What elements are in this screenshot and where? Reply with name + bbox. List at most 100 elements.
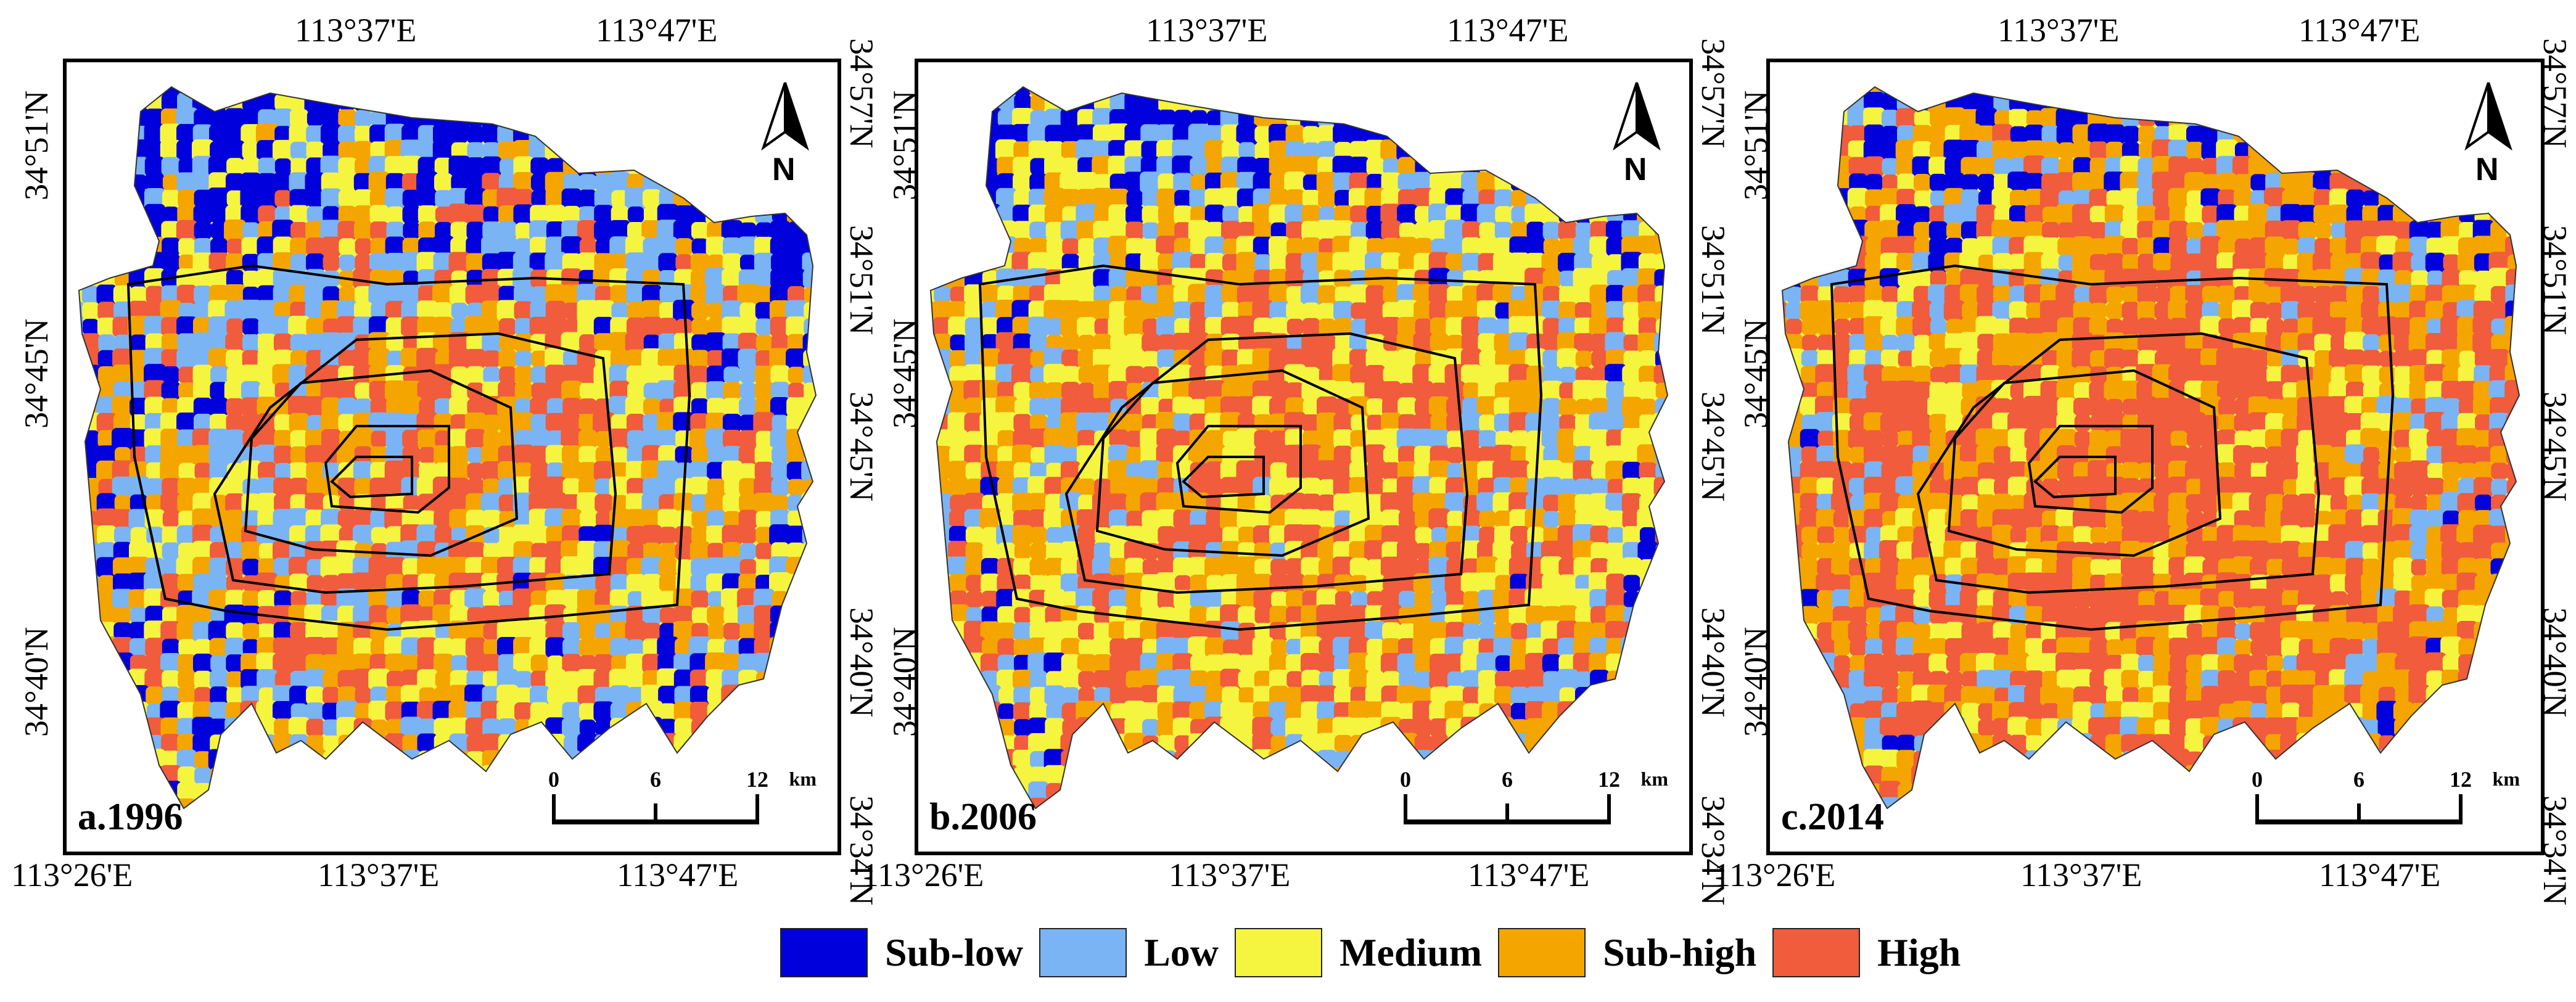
- heat-cell: [1590, 62, 1610, 80]
- heat-cell: [1237, 493, 1257, 513]
- heat-cell: [753, 652, 775, 675]
- heat-cell: [833, 476, 837, 498]
- heat-cell: [1685, 123, 1689, 146]
- heat-cell: [1476, 300, 1499, 322]
- heat-cell: [1495, 318, 1512, 335]
- heat-cell: [1156, 572, 1178, 594]
- heat-cell: [289, 637, 310, 658]
- heat-cell: [1190, 157, 1208, 176]
- heat-cell: [258, 430, 276, 448]
- heat-cell: [1543, 671, 1560, 688]
- heat-cell: [1671, 815, 1689, 832]
- heat-cell: [242, 750, 260, 769]
- heat-cell: [305, 509, 325, 529]
- heat-cell: [128, 845, 149, 852]
- heat-cell: [979, 508, 1002, 530]
- heat-cell: [1076, 733, 1097, 754]
- heat-cell: [1061, 253, 1080, 272]
- heat-cell: [1687, 205, 1689, 224]
- heat-cell: [1590, 333, 1610, 353]
- heat-cell: [290, 783, 308, 800]
- heat-cell: [162, 206, 179, 223]
- heat-cell: [1157, 782, 1177, 802]
- heat-cell: [450, 670, 469, 689]
- heat-cell: [146, 847, 164, 852]
- heat-cell: [1238, 382, 1256, 400]
- heat-cell: [932, 87, 952, 96]
- heat-cell: [1685, 572, 1689, 594]
- heat-cell: [754, 252, 775, 273]
- heat-cell: [289, 477, 309, 497]
- heat-cell: [1606, 718, 1626, 737]
- heat-cell: [1109, 654, 1128, 673]
- heat-cell: [306, 87, 324, 96]
- heat-cell: [465, 557, 486, 578]
- heat-cell: [691, 607, 709, 624]
- heat-cell: [1494, 606, 1513, 625]
- heat-cell: [1542, 87, 1562, 96]
- heat-cell: [273, 685, 294, 706]
- heat-cell: [369, 750, 389, 770]
- heat-cell: [1476, 572, 1499, 594]
- heat-cell: [707, 591, 725, 608]
- heat-cell: [1559, 687, 1576, 704]
- heat-cell: [1156, 829, 1177, 850]
- heat-cell: [210, 238, 228, 255]
- heat-cell: [545, 733, 566, 754]
- heat-cell: [706, 108, 726, 129]
- heat-cell: [593, 124, 614, 145]
- heat-cell: [1430, 333, 1449, 353]
- heat-cell: [1220, 797, 1241, 808]
- heat-cell: [1414, 141, 1433, 160]
- heat-cell: [982, 238, 999, 255]
- heat-cell: [641, 140, 662, 161]
- heat-cell: [192, 540, 214, 562]
- heat-cell: [611, 205, 629, 224]
- heat-cell: [530, 702, 549, 721]
- heat-cell: [530, 525, 549, 545]
- heat-cell: [626, 285, 646, 305]
- heat-cell: [561, 332, 583, 354]
- heat-cell: [1142, 222, 1159, 239]
- heat-cell: [82, 318, 99, 335]
- heat-cell: [754, 62, 774, 80]
- heat-cell: [1638, 381, 1658, 401]
- heat-cell: [772, 446, 789, 464]
- heat-cell: [1014, 398, 1031, 416]
- heat-cell: [1204, 557, 1225, 578]
- heat-cell: [932, 846, 953, 852]
- heat-cell: [1206, 527, 1224, 544]
- heat-cell: [1526, 718, 1545, 737]
- heat-cell: [657, 380, 679, 402]
- heat-cell: [208, 62, 229, 81]
- heat-cell: [1157, 349, 1177, 369]
- heat-cell: [1044, 156, 1065, 177]
- heat-cell: [401, 669, 422, 690]
- heat-cell: [1686, 718, 1689, 738]
- heat-cell: [1110, 703, 1127, 720]
- heat-cell: [162, 253, 180, 272]
- heat-cell: [626, 413, 646, 433]
- heat-cell: [690, 253, 710, 273]
- heat-cell: [1509, 252, 1530, 273]
- heat-cell: [499, 110, 516, 127]
- heat-cell: [371, 719, 388, 736]
- heat-cell: [707, 446, 725, 464]
- heat-cell: [1012, 749, 1033, 770]
- heat-cell: [1268, 236, 1290, 258]
- heat-cell: [514, 189, 533, 208]
- heat-cell: [1510, 62, 1529, 80]
- heat-cell: [1220, 187, 1242, 210]
- heat-cell: [673, 348, 694, 369]
- heat-cell: [739, 527, 757, 544]
- heat-cell: [370, 237, 389, 256]
- heat-cell: [931, 767, 935, 784]
- heat-cell: [1431, 238, 1448, 255]
- heat-cell: [2136, 62, 2157, 81]
- heat-cell: [1011, 300, 1034, 322]
- heat-cell: [224, 604, 246, 626]
- heat-cell: [1558, 398, 1577, 416]
- heat-cell: [1623, 189, 1641, 208]
- heat-cell: [1558, 638, 1578, 657]
- heat-cell: [256, 700, 278, 723]
